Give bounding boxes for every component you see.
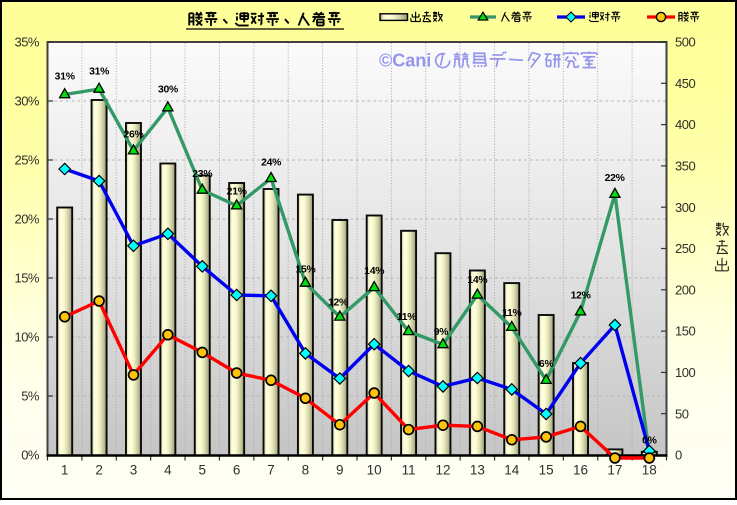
svg-text:21%: 21% (227, 186, 247, 197)
svg-text:6: 6 (233, 463, 241, 478)
svg-text:0%: 0% (21, 448, 40, 463)
svg-text:0: 0 (675, 448, 682, 463)
svg-text:31%: 31% (89, 67, 109, 78)
svg-text:50: 50 (675, 406, 689, 421)
svg-text:200: 200 (675, 282, 695, 297)
svg-text:250: 250 (675, 241, 695, 256)
svg-text:26%: 26% (123, 130, 143, 141)
svg-text:7: 7 (267, 463, 275, 478)
svg-text:450: 450 (675, 76, 695, 91)
svg-text:11%: 11% (397, 312, 416, 323)
svg-text:17: 17 (607, 463, 622, 478)
svg-text:15: 15 (539, 463, 554, 478)
svg-text:9: 9 (336, 463, 344, 478)
svg-text:13: 13 (470, 463, 485, 478)
svg-text:3: 3 (130, 463, 138, 478)
svg-text:300: 300 (675, 200, 695, 215)
svg-text:15%: 15% (14, 271, 39, 286)
svg-text:150: 150 (675, 324, 695, 339)
svg-text:25%: 25% (14, 153, 39, 168)
svg-text:5%: 5% (21, 389, 40, 404)
svg-text:350: 350 (675, 159, 695, 174)
svg-text:11%: 11% (502, 308, 521, 319)
svg-text:12: 12 (435, 463, 450, 478)
svg-text:35%: 35% (14, 35, 39, 50)
svg-text:5: 5 (198, 463, 206, 478)
svg-text:15%: 15% (295, 264, 315, 275)
svg-text:12%: 12% (571, 291, 591, 302)
svg-text:22%: 22% (605, 173, 625, 184)
svg-text:500: 500 (675, 35, 695, 50)
svg-text:10: 10 (367, 463, 382, 478)
svg-text:31%: 31% (55, 72, 75, 83)
svg-text:11: 11 (402, 463, 416, 478)
svg-text:4: 4 (164, 463, 172, 478)
svg-text:100: 100 (675, 365, 695, 380)
svg-text:8: 8 (302, 463, 310, 478)
svg-text:10%: 10% (14, 330, 39, 345)
svg-text:12%: 12% (328, 297, 348, 308)
svg-text:2: 2 (95, 463, 103, 478)
svg-text:14: 14 (504, 463, 520, 478)
svg-text:6%: 6% (539, 359, 554, 370)
svg-text:14%: 14% (364, 266, 384, 277)
svg-text:©Cani: ©Cani (379, 51, 431, 71)
svg-text:30%: 30% (158, 85, 178, 96)
svg-text:400: 400 (675, 117, 695, 132)
svg-text:30%: 30% (14, 94, 39, 109)
svg-text:24%: 24% (261, 158, 281, 169)
svg-text:16: 16 (573, 463, 588, 478)
svg-text:18: 18 (642, 463, 657, 478)
svg-text:20%: 20% (14, 212, 39, 227)
svg-text:14%: 14% (467, 275, 487, 286)
svg-text:9%: 9% (434, 327, 449, 338)
svg-text:0%: 0% (642, 436, 657, 447)
svg-text:23%: 23% (192, 169, 212, 180)
svg-text:1: 1 (61, 463, 69, 478)
